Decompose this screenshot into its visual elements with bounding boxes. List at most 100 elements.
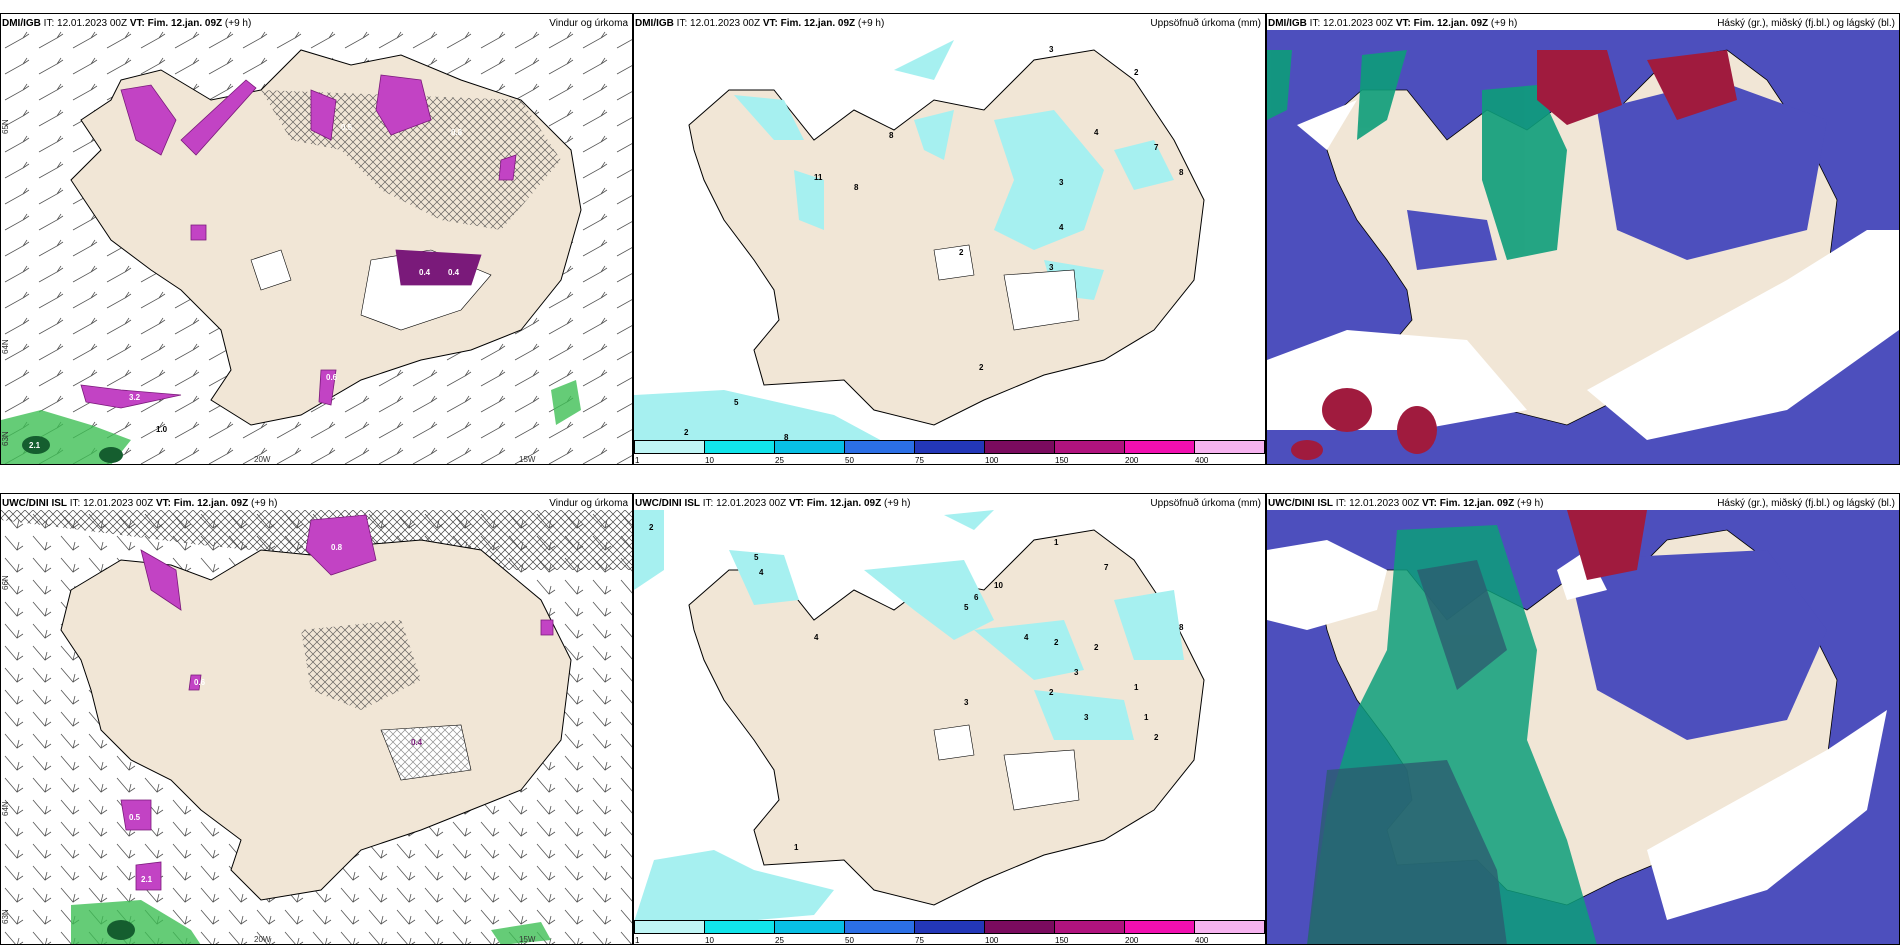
value-label: 4 bbox=[759, 568, 764, 577]
colorbar-tick: 1 bbox=[635, 456, 640, 465]
value-label: 2 bbox=[1134, 68, 1139, 77]
lon-label: 15W bbox=[519, 935, 536, 944]
iceland-landmass bbox=[688, 529, 1205, 906]
panel-title: Uppsöfnuð úrkoma (mm) bbox=[1150, 498, 1261, 509]
lat-label: 63N bbox=[1, 431, 10, 446]
panel-header: UWC/DINI ISL IT: 12.01.2023 00Z VT: Fim.… bbox=[635, 498, 911, 509]
value-label: 1 bbox=[1144, 713, 1149, 722]
value-label: 2 bbox=[1094, 643, 1099, 652]
value-label: 0.4 bbox=[448, 268, 460, 277]
colorbar-tick: 150 bbox=[1055, 456, 1069, 465]
value-label: 8 bbox=[784, 433, 789, 442]
colorbar-tick: 10 bbox=[705, 456, 714, 465]
panel-title: Háský (gr.), miðský (fj.bl.) og lágský (… bbox=[1717, 18, 1895, 29]
value-label: 4 bbox=[1024, 633, 1029, 642]
value-label: 10 bbox=[994, 581, 1003, 590]
panel-header: UWC/DINI ISL IT: 12.01.2023 00Z VT: Fim.… bbox=[1268, 498, 1544, 509]
lon-label: 20W bbox=[254, 455, 271, 464]
value-label: 8 bbox=[1179, 623, 1184, 632]
value-label: 3 bbox=[1049, 263, 1054, 272]
value-label: 0.8 bbox=[451, 128, 463, 137]
colorbar-cell bbox=[914, 440, 985, 454]
colorbar-cell bbox=[1194, 440, 1265, 454]
colorbar-cell bbox=[984, 920, 1055, 934]
colorbar-tick: 400 bbox=[1195, 456, 1209, 465]
colorbar-cell bbox=[774, 920, 845, 934]
panel-title: Vindur og úrkoma bbox=[549, 498, 628, 509]
value-label: 5 bbox=[964, 603, 969, 612]
colorbar-tick: 1 bbox=[635, 936, 640, 945]
colorbar-tick: 25 bbox=[775, 936, 784, 945]
colorbar-tick: 50 bbox=[845, 936, 854, 945]
colorbar-tick: 75 bbox=[915, 936, 924, 945]
colorbar-cell bbox=[634, 440, 705, 454]
panel-dmi-accum: DMI/IGB IT: 12.01.2023 00Z VT: Fim. 12.j… bbox=[633, 13, 1266, 465]
colorbar-tick: 10 bbox=[705, 936, 714, 945]
colorbar-cell bbox=[1194, 920, 1265, 934]
value-label: 5 bbox=[734, 398, 739, 407]
value-label: 11 bbox=[814, 173, 823, 182]
accum-precip-map: 3 2 8 4 7 8 3 11 8 4 3 2 2 5 8 2 bbox=[634, 40, 1205, 442]
panel-header: UWC/DINI ISL IT: 12.01.2023 00Z VT: Fim.… bbox=[2, 498, 278, 509]
wind-precip-map: 0.8 0.6 0.5 2.1 0.4 bbox=[1, 510, 632, 944]
value-label: 7 bbox=[1104, 563, 1109, 572]
value-label: 0.4 bbox=[419, 268, 431, 277]
lat-label: 66N bbox=[1, 575, 10, 590]
value-label: 4 bbox=[1094, 128, 1099, 137]
wind-precip-map: 0.4 0.4 1.0 3.2 2.1 0.6 0.8 0.5 bbox=[1, 30, 632, 464]
value-label: 2 bbox=[979, 363, 984, 372]
colorbar-cell bbox=[704, 440, 775, 454]
panel-uwc-wind: UWC/DINI ISL IT: 12.01.2023 00Z VT: Fim.… bbox=[0, 493, 633, 945]
colorbar-tick: 200 bbox=[1125, 456, 1139, 465]
value-label: 5 bbox=[754, 553, 759, 562]
value-label: 1 bbox=[794, 843, 799, 852]
value-label: 1.0 bbox=[156, 425, 168, 434]
value-label: 2.1 bbox=[29, 441, 41, 450]
lat-label: 64N bbox=[1, 339, 10, 354]
value-label: 3.2 bbox=[129, 393, 141, 402]
value-label: 0.6 bbox=[326, 373, 338, 382]
colorbar-cell bbox=[1054, 440, 1125, 454]
colorbar-tick: 25 bbox=[775, 456, 784, 465]
value-label: 2 bbox=[684, 428, 689, 437]
value-label: 7 bbox=[1154, 143, 1159, 152]
cloud-map bbox=[1267, 510, 1899, 944]
colorbar-tick: 100 bbox=[985, 936, 999, 945]
accum-precip-map: 2 1 5 4 6 10 5 4 2 3 1 2 7 4 3 2 1 3 2 1… bbox=[634, 510, 1205, 922]
colorbar-cell bbox=[1054, 920, 1125, 934]
value-label: 2 bbox=[1049, 688, 1054, 697]
lat-label: 63N bbox=[1, 909, 10, 924]
colorbar-cell bbox=[634, 920, 705, 934]
colorbar-cell bbox=[984, 440, 1055, 454]
colorbar-cell bbox=[844, 440, 915, 454]
cloud-map bbox=[1267, 30, 1899, 464]
value-label: 0.8 bbox=[331, 543, 343, 552]
panel-header: DMI/IGB IT: 12.01.2023 00Z VT: Fim. 12.j… bbox=[2, 18, 252, 29]
value-label: 3 bbox=[1074, 668, 1079, 677]
colorbar: 1 10 25 50 75 100 150 200 400 bbox=[634, 920, 1265, 944]
colorbar-tick: 200 bbox=[1125, 936, 1139, 945]
panel-header: DMI/IGB IT: 12.01.2023 00Z VT: Fim. 12.j… bbox=[1268, 18, 1518, 29]
lat-label: 65N bbox=[1, 119, 10, 134]
iceland-landmass bbox=[60, 539, 572, 901]
value-label: 3 bbox=[1049, 45, 1054, 54]
panel-title: Vindur og úrkoma bbox=[549, 18, 628, 29]
colorbar-tick: 75 bbox=[915, 456, 924, 465]
value-label: 8 bbox=[1179, 168, 1184, 177]
panel-uwc-accum: UWC/DINI ISL IT: 12.01.2023 00Z VT: Fim.… bbox=[633, 493, 1266, 945]
value-label: 0.5 bbox=[341, 123, 353, 132]
value-label: 3 bbox=[1084, 713, 1089, 722]
value-label: 6 bbox=[974, 593, 979, 602]
value-label: 4 bbox=[1059, 223, 1064, 232]
colorbar-cell bbox=[1124, 920, 1195, 934]
panel-title: Háský (gr.), miðský (fj.bl.) og lágský (… bbox=[1717, 498, 1895, 509]
value-label: 1 bbox=[1054, 538, 1059, 547]
colorbar-tick: 50 bbox=[845, 456, 854, 465]
panel-uwc-clouds: UWC/DINI ISL IT: 12.01.2023 00Z VT: Fim.… bbox=[1266, 493, 1900, 945]
value-label: 1 bbox=[1134, 683, 1139, 692]
colorbar-tick: 150 bbox=[1055, 936, 1069, 945]
lat-label: 64N bbox=[1, 801, 10, 816]
colorbar-tick: 400 bbox=[1195, 936, 1209, 945]
value-label: 0.4 bbox=[411, 738, 423, 747]
value-label: 8 bbox=[854, 183, 859, 192]
